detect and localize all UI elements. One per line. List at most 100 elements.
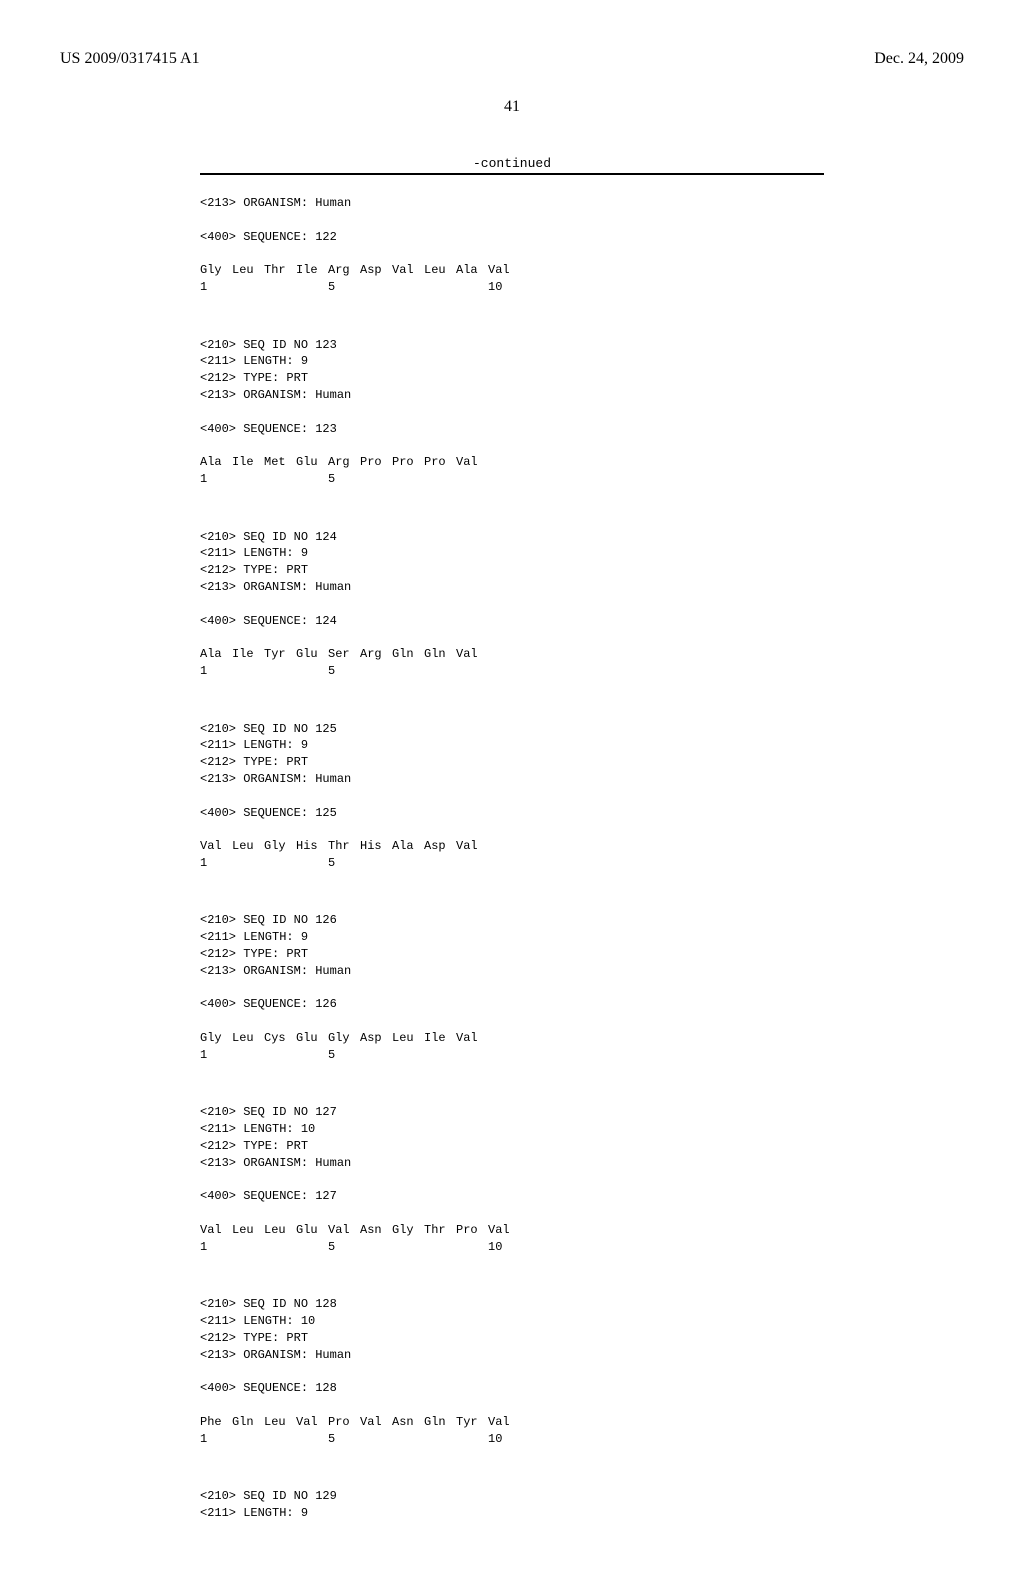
position-number-row: 15 xyxy=(200,1047,964,1064)
blank-line xyxy=(200,1172,964,1189)
amino-acid: Thr xyxy=(264,262,296,279)
amino-acid: Ala xyxy=(392,838,424,855)
position-number xyxy=(392,663,424,680)
amino-acid: Pro xyxy=(456,1222,488,1239)
continued-section: -continued xyxy=(200,156,824,175)
amino-acid: Asp xyxy=(424,838,456,855)
position-number xyxy=(264,471,296,488)
position-number xyxy=(232,279,264,296)
sequence-header-line: <213> ORGANISM: Human xyxy=(200,1347,964,1364)
amino-acid: Val xyxy=(456,1030,488,1047)
position-number xyxy=(360,1239,392,1256)
sequence-400-label: <400> SEQUENCE: 127 xyxy=(200,1188,964,1205)
position-number xyxy=(360,855,392,872)
position-number: 10 xyxy=(488,279,520,296)
position-number xyxy=(392,471,424,488)
amino-acid: Leu xyxy=(232,1030,264,1047)
sequence-header-line: <213> ORGANISM: Human xyxy=(200,195,964,212)
amino-acid: Tyr xyxy=(264,646,296,663)
blank-line xyxy=(200,488,964,505)
blank-line xyxy=(200,788,964,805)
position-number: 1 xyxy=(200,663,232,680)
blank-line xyxy=(200,1397,964,1414)
position-number-row: 1510 xyxy=(200,1239,964,1256)
position-number xyxy=(424,855,456,872)
position-number xyxy=(424,279,456,296)
position-number xyxy=(456,663,488,680)
amino-acid: Glu xyxy=(296,454,328,471)
amino-acid-row: GlyLeuCysGluGlyAspLeuIleVal xyxy=(200,1030,964,1047)
amino-acid: Val xyxy=(296,1414,328,1431)
amino-acid: Asp xyxy=(360,1030,392,1047)
amino-acid: Leu xyxy=(232,838,264,855)
position-number xyxy=(296,663,328,680)
position-number: 5 xyxy=(328,855,360,872)
amino-acid: Ala xyxy=(200,646,232,663)
amino-acid-row: GlyLeuThrIleArgAspValLeuAlaVal xyxy=(200,262,964,279)
position-number xyxy=(264,1431,296,1448)
amino-acid: Glu xyxy=(296,1030,328,1047)
sequence-block: <213> ORGANISM: Human <400> SEQUENCE: 12… xyxy=(200,195,964,313)
position-number: 1 xyxy=(200,855,232,872)
sequence-header-line: <210> SEQ ID NO 125 xyxy=(200,721,964,738)
amino-acid: Gln xyxy=(424,1414,456,1431)
amino-acid: Ile xyxy=(232,646,264,663)
position-number xyxy=(456,1239,488,1256)
amino-acid: Cys xyxy=(264,1030,296,1047)
page-number: 41 xyxy=(60,98,964,116)
amino-acid: Asn xyxy=(360,1222,392,1239)
position-number xyxy=(360,1431,392,1448)
sequence-header-line: <211> LENGTH: 9 xyxy=(200,1505,964,1522)
amino-acid: Glu xyxy=(296,1222,328,1239)
amino-acid: Thr xyxy=(424,1222,456,1239)
position-number xyxy=(296,279,328,296)
amino-acid: Arg xyxy=(328,454,360,471)
amino-acid-row: ValLeuGlyHisThrHisAlaAspVal xyxy=(200,838,964,855)
sequence-header-line: <212> TYPE: PRT xyxy=(200,946,964,963)
sequence-header-line: <211> LENGTH: 10 xyxy=(200,1121,964,1138)
blank-line xyxy=(200,212,964,229)
sequence-block: <210> SEQ ID NO 128<211> LENGTH: 10<212>… xyxy=(200,1296,964,1464)
position-number-row: 15 xyxy=(200,663,964,680)
position-number xyxy=(264,663,296,680)
blank-line xyxy=(200,1448,964,1465)
amino-acid-row: ValLeuLeuGluValAsnGlyThrProVal xyxy=(200,1222,964,1239)
sequence-400-label: <400> SEQUENCE: 126 xyxy=(200,996,964,1013)
amino-acid: Leu xyxy=(264,1222,296,1239)
amino-acid: Val xyxy=(200,1222,232,1239)
sequence-header-line: <213> ORGANISM: Human xyxy=(200,1155,964,1172)
sequence-block: <210> SEQ ID NO 124<211> LENGTH: 9<212> … xyxy=(200,529,964,697)
position-number-row: 1510 xyxy=(200,1431,964,1448)
amino-acid: Gln xyxy=(424,646,456,663)
position-number xyxy=(232,663,264,680)
position-number xyxy=(264,1047,296,1064)
amino-acid: Tyr xyxy=(456,1414,488,1431)
sequence-block: <210> SEQ ID NO 125<211> LENGTH: 9<212> … xyxy=(200,721,964,889)
position-number: 5 xyxy=(328,471,360,488)
position-number xyxy=(424,1431,456,1448)
position-number xyxy=(264,855,296,872)
position-number xyxy=(264,1239,296,1256)
amino-acid: Asp xyxy=(360,262,392,279)
position-number: 5 xyxy=(328,1047,360,1064)
amino-acid: Gly xyxy=(264,838,296,855)
sequence-header-line: <213> ORGANISM: Human xyxy=(200,963,964,980)
amino-acid: Leu xyxy=(392,1030,424,1047)
amino-acid: Val xyxy=(488,1414,520,1431)
position-number-row: 15 xyxy=(200,855,964,872)
amino-acid: His xyxy=(296,838,328,855)
position-number xyxy=(296,855,328,872)
position-number xyxy=(392,1239,424,1256)
blank-line xyxy=(200,1205,964,1222)
amino-acid: Pro xyxy=(328,1414,360,1431)
position-number xyxy=(456,471,488,488)
position-number xyxy=(392,279,424,296)
amino-acid: Ile xyxy=(232,454,264,471)
position-number xyxy=(296,1431,328,1448)
sequence-header-line: <211> LENGTH: 9 xyxy=(200,353,964,370)
amino-acid: Val xyxy=(456,838,488,855)
sequence-header-line: <210> SEQ ID NO 128 xyxy=(200,1296,964,1313)
amino-acid: Val xyxy=(456,454,488,471)
position-number xyxy=(232,1239,264,1256)
amino-acid: Arg xyxy=(328,262,360,279)
